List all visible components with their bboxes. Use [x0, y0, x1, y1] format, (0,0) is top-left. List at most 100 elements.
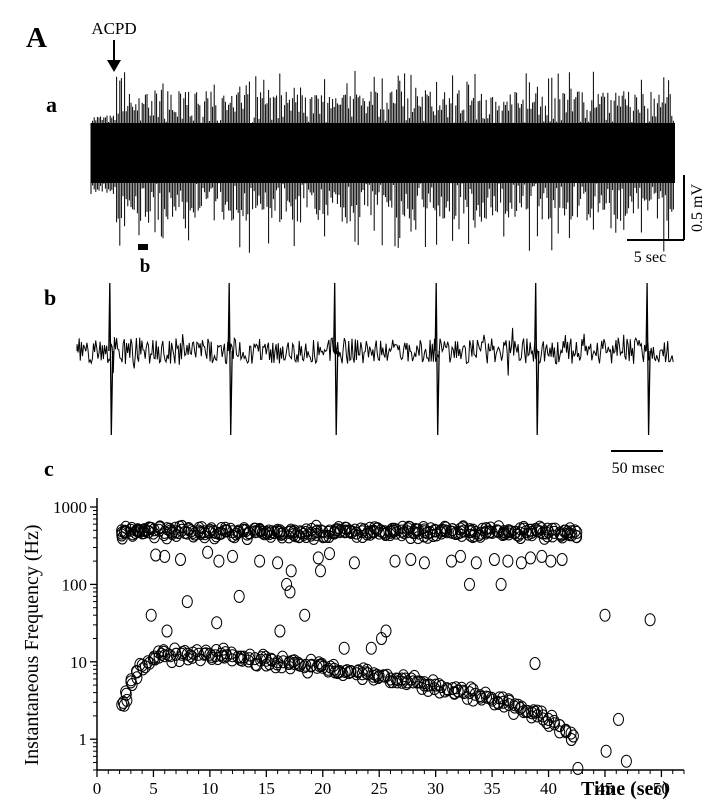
- point-s3-5: [227, 549, 238, 563]
- point-s1-48-2: [384, 675, 396, 689]
- point-s3-0: [150, 548, 162, 562]
- point-s2-7: [284, 585, 296, 599]
- point-s3-21: [525, 551, 536, 565]
- point-s0-81-3: [566, 528, 578, 542]
- panel-label-b: b: [44, 285, 57, 310]
- point-s1-73-1: [528, 704, 540, 718]
- point-s1-80-1: [567, 729, 579, 743]
- point-s1-3-1: [131, 671, 143, 685]
- point-s2-20: [613, 712, 624, 726]
- x-tick-label-35: 35: [484, 779, 501, 798]
- panel-a-trace-group: ACPD b 5 sec 0.5 mV: [90, 19, 706, 277]
- point-s3-23: [545, 554, 557, 568]
- point-s3-1: [159, 549, 171, 563]
- point-s1-41-2: [345, 665, 356, 679]
- spike-b-3: [434, 282, 440, 436]
- point-s3-3: [202, 545, 214, 559]
- y-tick-label-10: 10: [70, 653, 87, 672]
- point-s2-22: [644, 613, 656, 627]
- point-s2-4: [233, 589, 245, 603]
- point-s2-9: [315, 564, 326, 578]
- point-s0-64-3: [468, 529, 480, 543]
- segment-marker-label: b: [140, 256, 151, 277]
- x-axis-ticks: 0 5 10 15 20 25 30 35 40 45 50: [93, 770, 685, 798]
- point-s1-54-1: [416, 681, 428, 695]
- y-tick-label-1000: 1000: [53, 498, 87, 517]
- point-s3-6: [254, 554, 266, 568]
- point-s3-7: [272, 556, 284, 570]
- x-tick-label-10: 10: [201, 779, 218, 798]
- point-s0-49-2: [384, 528, 396, 542]
- point-s2-15: [495, 577, 507, 591]
- point-s0-35-2: [305, 528, 317, 542]
- point-s0-80-3: [558, 524, 570, 538]
- point-s1-66-2: [486, 691, 498, 705]
- point-s2-18: [599, 608, 611, 622]
- point-s0-81-2: [564, 522, 576, 536]
- point-s0-20-3: [219, 521, 231, 535]
- y-axis-label-wrapper: Instantaneous Frequency (Hz): [2, 520, 62, 770]
- x-tick-label-50: 50: [653, 779, 670, 798]
- point-s1-9-1: [166, 655, 178, 669]
- point-s2-8: [299, 608, 311, 622]
- point-s0-56-3: [422, 530, 434, 544]
- point-s2-5: [274, 624, 286, 638]
- spike-b-5: [645, 282, 651, 436]
- point-s3-8: [285, 564, 297, 578]
- point-s1-31-2: [287, 654, 299, 668]
- point-s0-55-3: [418, 523, 430, 537]
- point-s1-2-2: [125, 673, 137, 687]
- point-s0-4-3: [132, 523, 144, 537]
- stimulus-label: ACPD: [91, 19, 136, 38]
- point-s1-45-1: [368, 672, 380, 686]
- point-s2-16: [529, 657, 541, 670]
- panel-label-main: A: [26, 22, 47, 54]
- point-s1-18-1: [218, 642, 229, 656]
- panel-c-scatter: 1 10 100 1000 0 5 10 15 20 25 30 35 40 45 50 Time (se…: [53, 498, 685, 800]
- point-s0-62-2: [456, 528, 468, 542]
- point-s1-29-1: [277, 650, 288, 664]
- point-s1-78-2: [554, 725, 566, 739]
- point-s0-65-1: [474, 529, 486, 543]
- point-s1-13-2: [185, 649, 197, 663]
- point-s1-32-2: [293, 658, 304, 672]
- point-s0-2-1: [126, 521, 138, 535]
- point-s0-18-1: [208, 524, 219, 538]
- y-axis-label: Instantaneous Frequency (Hz): [21, 524, 43, 766]
- scalebar-a-time-label: 5 sec: [634, 249, 666, 266]
- x-tick-label-30: 30: [427, 779, 444, 798]
- point-s2-19: [600, 744, 612, 758]
- point-s0-40-3: [332, 523, 343, 537]
- point-s1-55-2: [422, 678, 434, 692]
- scalebar-a-voltage-label: 0.5 mV: [689, 184, 706, 232]
- point-s0-23-2: [237, 524, 249, 537]
- point-s0-25-3: [248, 522, 260, 536]
- point-s0-43-1: [349, 523, 361, 537]
- point-s1-52: [407, 675, 419, 689]
- trace-a-spikes: [90, 70, 674, 253]
- point-s2-6: [281, 577, 293, 591]
- point-s0-66-3: [480, 522, 492, 536]
- y-axis-ticks: 1 10 100 1000: [53, 498, 97, 771]
- point-s0-1-3: [120, 520, 132, 534]
- point-s1-56-2: [427, 674, 439, 688]
- x-tick-label-25: 25: [371, 779, 388, 798]
- point-s1-80: [565, 726, 577, 740]
- spike-b-2: [333, 282, 339, 436]
- point-s1-65-1: [480, 686, 491, 700]
- point-s0-24-2: [243, 526, 255, 540]
- spike-b-0: [108, 282, 114, 436]
- point-s1-19-1: [218, 650, 230, 664]
- point-s3-9: [312, 551, 324, 565]
- point-s0-33: [294, 525, 306, 539]
- panel-label-c: c: [44, 456, 54, 481]
- point-s3-14: [418, 556, 430, 570]
- point-s0-38-2: [323, 530, 335, 543]
- point-s2-10: [338, 641, 350, 655]
- point-s1-24: [249, 652, 261, 666]
- point-s1-17: [210, 649, 221, 663]
- trace-b: [76, 327, 674, 376]
- point-s1-68-2: [497, 691, 509, 705]
- point-s0-56-1: [422, 526, 434, 540]
